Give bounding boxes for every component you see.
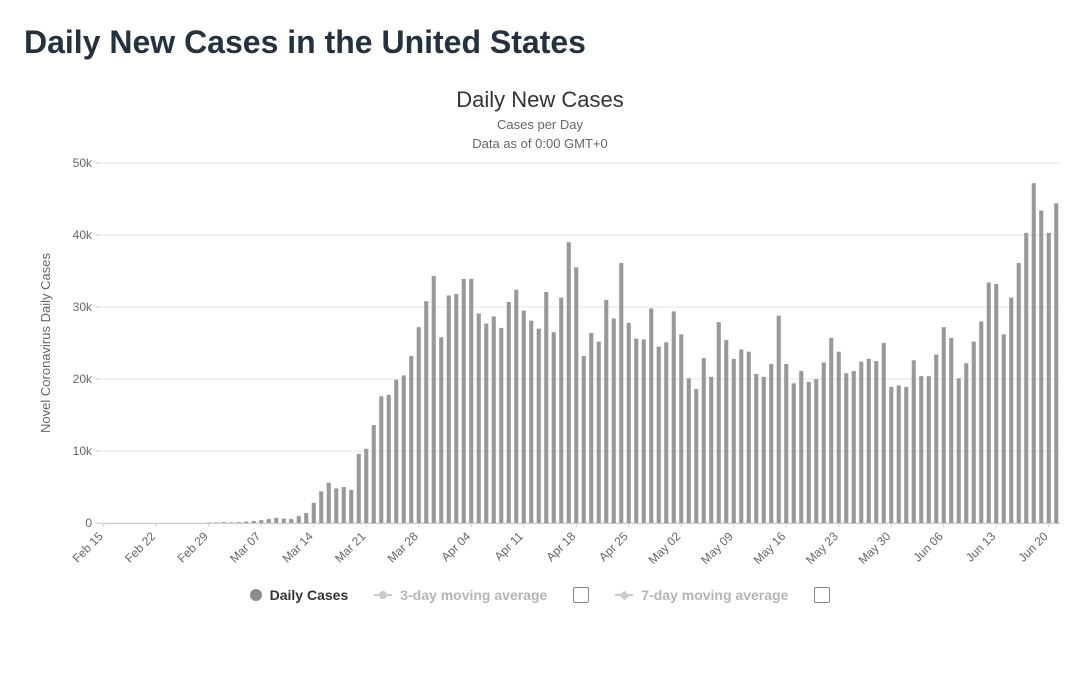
svg-text:May 02: May 02 (646, 529, 684, 567)
checkbox-3day[interactable] (573, 587, 589, 603)
svg-text:Mar 14: Mar 14 (280, 529, 317, 566)
svg-text:0: 0 (85, 516, 92, 530)
legend-label: 3-day moving average (400, 587, 547, 603)
svg-text:Mar 28: Mar 28 (385, 529, 422, 566)
chart-subtitle-1: Cases per Day (30, 117, 1050, 132)
legend-item-3day-avg[interactable]: 3-day moving average (374, 587, 547, 603)
chart-container: Daily New Cases Cases per Day Data as of… (30, 87, 1050, 603)
svg-text:May 16: May 16 (751, 529, 789, 567)
svg-text:40k: 40k (73, 228, 93, 242)
svg-text:Jun 13: Jun 13 (963, 529, 999, 565)
svg-text:Feb 15: Feb 15 (70, 529, 107, 566)
chart-subtitle-2: Data as of 0:00 GMT+0 (30, 136, 1050, 151)
svg-text:May 23: May 23 (803, 529, 841, 567)
svg-text:Mar 07: Mar 07 (227, 529, 264, 566)
svg-text:20k: 20k (73, 372, 93, 386)
legend-item-7day-avg[interactable]: 7-day moving average (615, 587, 788, 603)
svg-text:Mar 21: Mar 21 (332, 529, 369, 566)
line-diamond-icon (615, 589, 633, 601)
svg-text:Jun 20: Jun 20 (1015, 529, 1051, 565)
circle-icon (250, 589, 262, 601)
svg-text:Novel Coronavirus Daily Cases: Novel Coronavirus Daily Cases (38, 253, 53, 433)
legend-label: Daily Cases (270, 587, 349, 603)
svg-text:May 09: May 09 (698, 529, 736, 567)
chart-svg: 0 10k 20k 30k 40k 50k Novel Coronavirus Daily … (30, 151, 1070, 581)
svg-text:May 30: May 30 (856, 529, 894, 567)
svg-text:Apr 18: Apr 18 (543, 529, 578, 564)
svg-text:Feb 29: Feb 29 (175, 529, 212, 566)
checkbox-7day[interactable] (814, 587, 830, 603)
chart-title: Daily New Cases (30, 87, 1050, 113)
svg-text:10k: 10k (73, 444, 93, 458)
svg-text:Apr 11: Apr 11 (492, 529, 527, 564)
svg-text:30k: 30k (73, 300, 93, 314)
svg-text:Jun 06: Jun 06 (910, 529, 946, 565)
chart-legend: Daily Cases 3-day moving average 7-day m… (30, 587, 1050, 603)
legend-item-daily-cases[interactable]: Daily Cases (250, 587, 349, 603)
svg-text:Feb 22: Feb 22 (122, 529, 159, 566)
page-root: Daily New Cases in the United States Dai… (0, 0, 1080, 699)
line-dot-icon (374, 589, 392, 601)
svg-text:Apr 25: Apr 25 (596, 529, 631, 564)
svg-text:Jun 27: Jun 27 (1068, 529, 1070, 565)
svg-text:Apr 04: Apr 04 (438, 529, 473, 564)
page-title: Daily New Cases in the United States (24, 24, 1060, 61)
legend-label: 7-day moving average (641, 587, 788, 603)
svg-text:50k: 50k (73, 156, 93, 170)
